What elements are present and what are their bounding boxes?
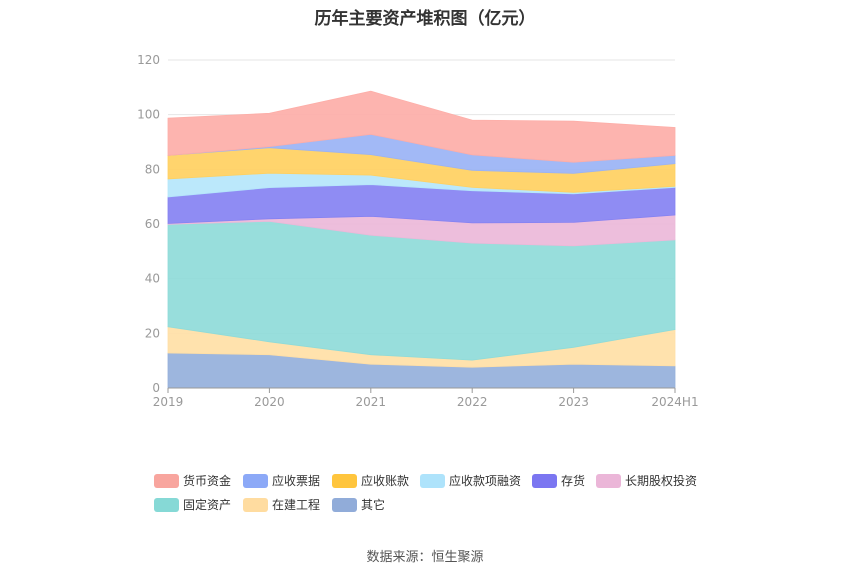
y-tick-label: 40 (145, 272, 160, 286)
legend-label: 其它 (361, 497, 385, 512)
legend-item[interactable]: 其它 (332, 497, 385, 512)
legend-label: 货币资金 (183, 473, 231, 488)
chart-title: 历年主要资产堆积图（亿元） (314, 9, 536, 29)
x-tick-label: 2019 (153, 395, 184, 409)
legend-label: 在建工程 (272, 497, 320, 512)
legend-swatch (532, 474, 557, 488)
legend-swatch (420, 474, 445, 488)
legend-swatch (154, 498, 179, 512)
legend-item[interactable]: 存货 (532, 473, 585, 488)
y-tick-label: 100 (137, 108, 160, 122)
legend-label: 应收款项融资 (449, 473, 521, 488)
x-tick-label: 2024H1 (651, 395, 698, 409)
legend-item[interactable]: 货币资金 (154, 473, 231, 488)
legend-swatch (243, 474, 268, 488)
x-tick-label: 2021 (356, 395, 387, 409)
x-tick-label: 2022 (457, 395, 488, 409)
y-tick-label: 20 (145, 326, 160, 340)
legend-item[interactable]: 应收票据 (243, 473, 320, 488)
legend-item[interactable]: 应收账款 (332, 473, 409, 488)
legend-item[interactable]: 应收款项融资 (420, 473, 521, 488)
legend-swatch (154, 474, 179, 488)
y-tick-label: 60 (145, 217, 160, 231)
legend-item[interactable]: 长期股权投资 (596, 473, 697, 488)
legend-item[interactable]: 在建工程 (243, 497, 320, 512)
y-tick-label: 80 (145, 162, 160, 176)
y-tick-label: 120 (137, 53, 160, 67)
x-tick-label: 2020 (254, 395, 285, 409)
legend-swatch (596, 474, 621, 488)
x-tick-label: 2023 (558, 395, 589, 409)
legend-swatch (243, 498, 268, 512)
axes: 0 20 40 60 80 100 120 2019 2020 2021 2022 2023 2024H… (137, 53, 699, 409)
legend-label: 固定资产 (183, 497, 231, 512)
legend-item[interactable]: 固定资产 (154, 497, 231, 512)
legend-label: 存货 (561, 473, 585, 488)
area-series (167, 90, 676, 163)
source-note: 数据来源：恒生聚源 (366, 550, 484, 565)
y-tick-label: 0 (152, 381, 160, 395)
area-series-layer (167, 90, 676, 389)
legend-swatch (332, 498, 357, 512)
legend-label: 长期股权投资 (625, 473, 697, 488)
legend-swatch (332, 474, 357, 488)
legend-label: 应收票据 (272, 473, 320, 488)
legend-label: 应收账款 (361, 473, 409, 488)
